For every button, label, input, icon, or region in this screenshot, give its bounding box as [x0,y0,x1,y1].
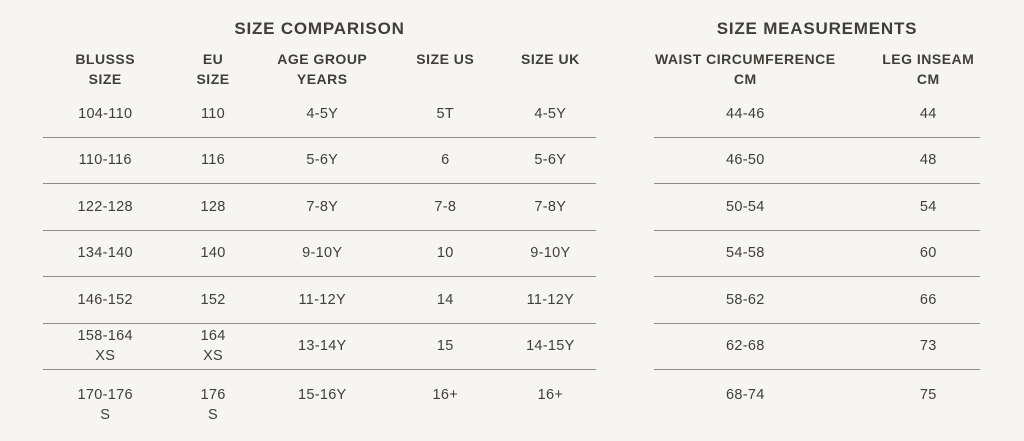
table-cell: 122-128 [77,198,133,215]
table-cell: 9-10Y [302,245,343,262]
table-row: 58-62 66 [654,277,980,324]
table-cell: 5-6Y [534,152,567,169]
table-row: 50-54 54 [654,184,980,231]
table-cell: 68-74 [725,387,765,403]
table-row: 62-68 73 [654,324,980,370]
table-cell: 128 [200,198,226,215]
table-cell: 146-152 [77,291,133,308]
table-cell: 4-5Y [534,105,567,122]
table-cell: 10 [436,245,454,262]
table-cell: 14-15Y [526,338,575,355]
column-header: AGE GROUP YEARS [277,51,368,87]
table-row: 146-152 152 11-12Y 14 11-12Y [43,277,596,324]
table-cell: 104-110 [78,105,133,122]
table-cell: 75 [919,387,937,403]
table-cell: 14 [436,291,454,308]
table-cell: 66 [919,291,937,308]
size-measurements-title: SIZE MEASUREMENTS [716,19,918,38]
table-cell: 15 [436,338,454,355]
table-cell: 158-164 XS [77,328,133,365]
size-measurements-body: 44-46 44 46-50 48 50-54 54 54-58 60 58-62 66 62-68… [654,91,980,440]
table-cell: 9-10Y [530,245,571,262]
table-row: 104-110 110 4-5Y 5T 4-5Y [43,91,596,138]
table-cell: 58-62 [725,291,765,308]
size-measurements-table: SIZE MEASUREMENTS WAIST CIRCUMFERENCE CM… [654,0,980,440]
column-header: EU SIZE [196,51,230,87]
table-cell: 54-58 [725,245,765,262]
table-cell: 116 [201,152,226,169]
table-cell: 15-16Y [297,387,347,403]
size-comparison-table: SIZE COMPARISON BLUSSS SIZE EU SIZE AGE GR… [43,0,596,440]
size-measurements-header-row: WAIST CIRCUMFERENCE CM LEG INSEAM CM [654,41,980,91]
table-cell: 170-176 S [77,387,133,423]
column-header: SIZE UK [520,51,580,67]
table-row: 170-176 S 176 S 15-16Y 16+ 16+ [43,370,596,440]
table-cell: 11-12Y [298,291,346,308]
table-cell: 11-12Y [526,291,575,308]
column-header: SIZE US [416,51,475,67]
table-cell: 152 [200,291,226,308]
table-cell: 4-5Y [306,105,339,122]
table-cell: 7-8Y [306,198,339,215]
table-cell: 140 [200,245,226,262]
table-cell: 48 [919,152,937,169]
table-cell: 50-54 [725,198,765,215]
table-cell: 164 XS [200,328,226,365]
table-cell: 62-68 [725,338,765,355]
size-comparison-body: 104-110 110 4-5Y 5T 4-5Y 110-116 116 5-6Y 6 5-6Y 1… [43,91,596,440]
table-cell: 134-140 [77,245,133,262]
table-cell: 73 [919,338,937,355]
table-cell: 16+ [432,387,459,403]
column-header: WAIST CIRCUMFERENCE CM [654,51,836,87]
table-cell: 110-116 [78,152,132,169]
table-cell: 7-8 [434,198,457,215]
table-row: 68-74 75 [654,370,980,440]
table-cell: 6 [441,152,450,169]
size-comparison-header-row: BLUSSS SIZE EU SIZE AGE GROUP YEARS SIZE US… [43,41,596,91]
table-row: 54-58 60 [654,231,980,277]
table-cell: 16+ [537,387,564,403]
table-cell: 5-6Y [306,152,339,169]
table-row: 134-140 140 9-10Y 10 9-10Y [43,231,596,277]
table-cell: 44-46 [725,105,765,122]
table-cell: 176 S [200,387,226,423]
table-row: 46-50 48 [654,138,980,184]
column-header: BLUSSS SIZE [75,51,136,87]
column-header: LEG INSEAM CM [882,51,975,87]
table-cell: 13-14Y [297,338,347,355]
table-row: 110-116 116 5-6Y 6 5-6Y [43,138,596,184]
table-cell: 54 [919,198,937,215]
table-cell: 7-8Y [534,198,567,215]
table-row: 122-128 128 7-8Y 7-8 7-8Y [43,184,596,231]
size-comparison-title: SIZE COMPARISON [234,19,405,38]
table-row: 44-46 44 [654,91,980,138]
table-cell: 5T [436,105,455,122]
table-cell: 44 [919,105,937,122]
table-cell: 60 [919,245,937,262]
table-row: 158-164 XS 164 XS 13-14Y 15 14-15Y [43,324,596,370]
table-cell: 110 [201,105,226,122]
table-cell: 46-50 [725,152,765,169]
